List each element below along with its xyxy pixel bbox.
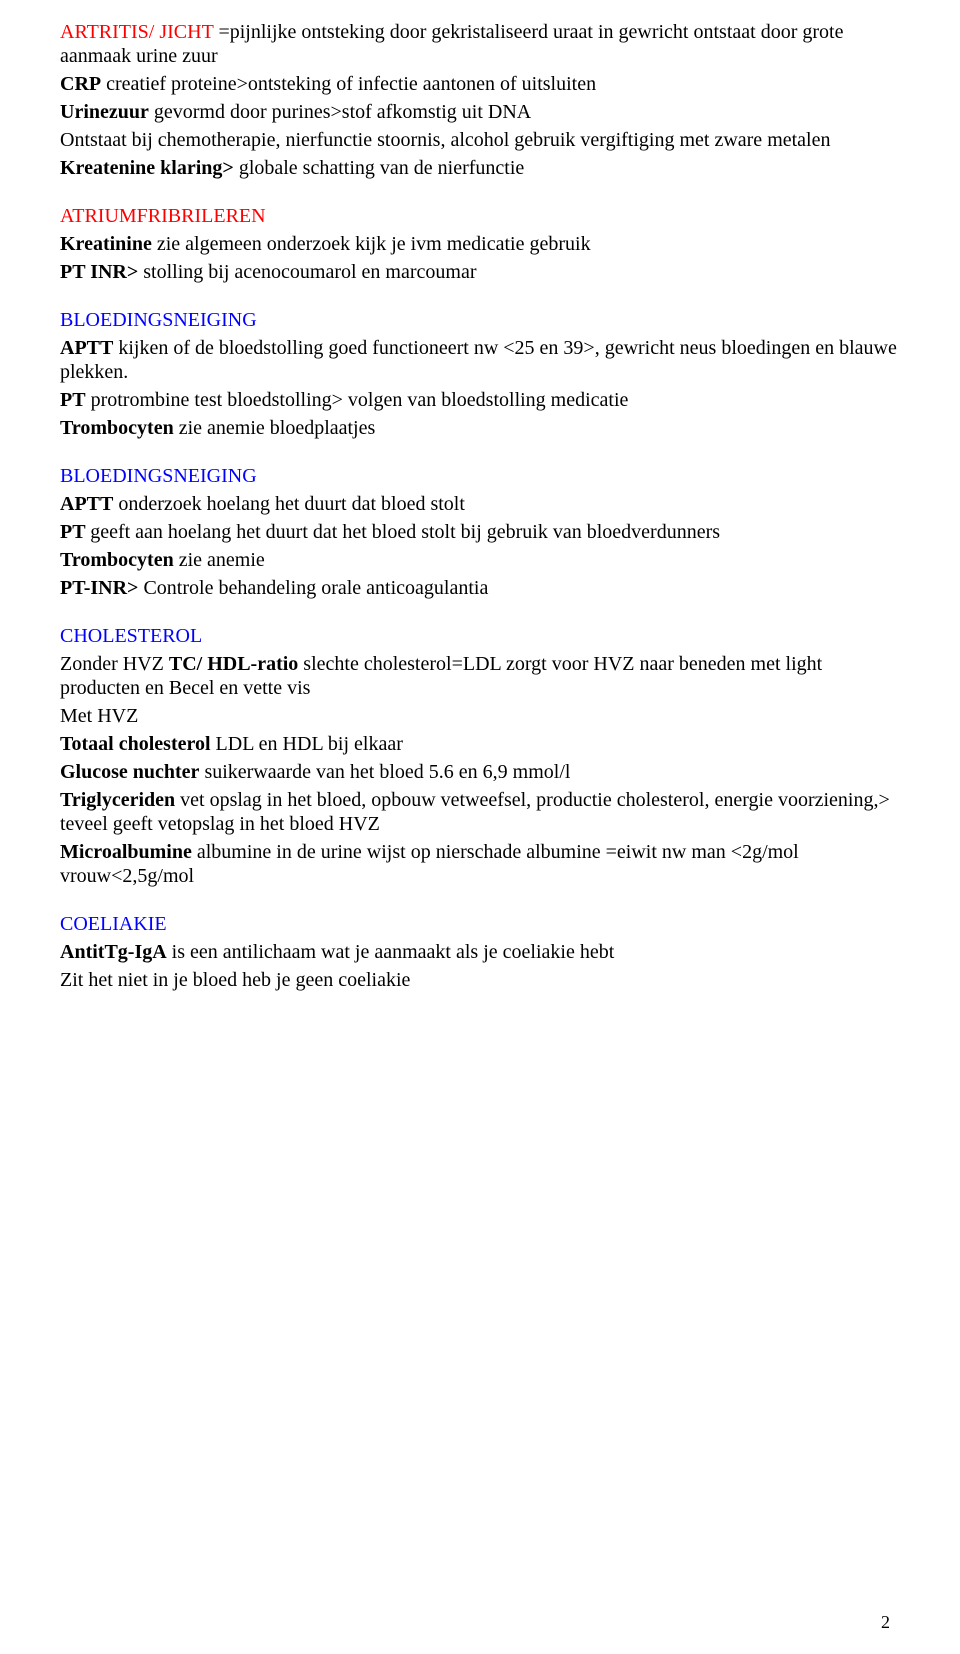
paragraph: PT INR> stolling bij acenocoumarol en ma… bbox=[60, 260, 900, 284]
paragraph: BLOEDINGSNEIGING bbox=[60, 308, 900, 332]
text-span: creatief proteine>ontsteking of infectie… bbox=[101, 73, 596, 95]
section-heading: ARTRITIS/ JICHT bbox=[60, 21, 213, 43]
text-span: kijken of de bloedstolling goed function… bbox=[60, 337, 897, 383]
text-span: Microalbumine bbox=[60, 841, 192, 863]
text-span: vet opslag in het bloed, opbouw vetweefs… bbox=[60, 789, 890, 835]
section-heading: BLOEDINGSNEIGING bbox=[60, 465, 257, 487]
text-span: Zit het niet in je bloed heb je geen coe… bbox=[60, 969, 410, 991]
text-span: onderzoek hoelang het duurt dat bloed st… bbox=[113, 493, 465, 515]
text-span: TC/ HDL-ratio bbox=[169, 653, 298, 675]
paragraph: PT protrombine test bloedstolling> volge… bbox=[60, 388, 900, 412]
paragraph: PT-INR> Controle behandeling orale antic… bbox=[60, 576, 900, 600]
paragraph: ARTRITIS/ JICHT =pijnlijke ontsteking do… bbox=[60, 20, 900, 68]
paragraph: Urinezuur gevormd door purines>stof afko… bbox=[60, 100, 900, 124]
paragraph: Totaal cholesterol LDL en HDL bij elkaar bbox=[60, 732, 900, 756]
text-span: CRP bbox=[60, 73, 101, 95]
text-span: PT bbox=[60, 521, 90, 543]
section: CHOLESTEROL Zonder HVZ TC/ HDL-ratio slec… bbox=[60, 624, 900, 888]
section: COELIAKIE AntitTg-IgA is een antilichaam … bbox=[60, 912, 900, 992]
text-span: Kreatenine klaring> bbox=[60, 157, 234, 179]
section-heading: COELIAKIE bbox=[60, 913, 167, 935]
paragraph: Met HVZ bbox=[60, 704, 900, 728]
text-span: gevormd door purines>stof afkomstig uit … bbox=[149, 101, 531, 123]
paragraph: Zonder HVZ TC/ HDL-ratio slechte cholest… bbox=[60, 652, 900, 700]
paragraph: Triglyceriden vet opslag in het bloed, o… bbox=[60, 788, 900, 836]
text-span: Ontstaat bij chemotherapie, nierfunctie … bbox=[60, 129, 831, 151]
text-span: Trombocyten bbox=[60, 417, 174, 439]
paragraph: Trombocyten zie anemie bloedplaatjes bbox=[60, 416, 900, 440]
paragraph: COELIAKIE bbox=[60, 912, 900, 936]
text-span: Totaal cholesterol bbox=[60, 733, 211, 755]
text-span: Kreatinine bbox=[60, 233, 152, 255]
paragraph: CRP creatief proteine>ontsteking of infe… bbox=[60, 72, 900, 96]
section: ARTRITIS/ JICHT =pijnlijke ontsteking do… bbox=[60, 20, 900, 180]
paragraph: Zit het niet in je bloed heb je geen coe… bbox=[60, 968, 900, 992]
text-span: APTT bbox=[60, 493, 113, 515]
paragraph: Microalbumine albumine in de urine wijst… bbox=[60, 840, 900, 888]
text-span: PT INR> bbox=[60, 261, 138, 283]
paragraph: Trombocyten zie anemie bbox=[60, 548, 900, 572]
section-heading: CHOLESTEROL bbox=[60, 625, 202, 647]
text-span: stolling bij acenocoumarol en marcoumar bbox=[138, 261, 476, 283]
text-span: Trombocyten bbox=[60, 549, 174, 571]
paragraph: BLOEDINGSNEIGING bbox=[60, 464, 900, 488]
paragraph: Glucose nuchter suikerwaarde van het blo… bbox=[60, 760, 900, 784]
text-span: LDL en HDL bij elkaar bbox=[211, 733, 403, 755]
section-heading: BLOEDINGSNEIGING bbox=[60, 309, 257, 331]
paragraph: Kreatenine klaring> globale schatting va… bbox=[60, 156, 900, 180]
text-span: Zonder HVZ bbox=[60, 653, 169, 675]
section: BLOEDINGSNEIGING APTT onderzoek hoelang h… bbox=[60, 464, 900, 600]
text-span: protrombine test bloedstolling> volgen v… bbox=[86, 389, 629, 411]
page-number: 2 bbox=[881, 1612, 890, 1634]
text-span: PT bbox=[60, 389, 86, 411]
paragraph: APTT onderzoek hoelang het duurt dat blo… bbox=[60, 492, 900, 516]
paragraph: Kreatinine zie algemeen onderzoek kijk j… bbox=[60, 232, 900, 256]
text-span: Met HVZ bbox=[60, 705, 138, 727]
paragraph: PT geeft aan hoelang het duurt dat het b… bbox=[60, 520, 900, 544]
text-span: AntitTg-IgA bbox=[60, 941, 167, 963]
text-span: suikerwaarde van het bloed 5.6 en 6,9 mm… bbox=[199, 761, 570, 783]
text-span: zie anemie bbox=[174, 549, 265, 571]
text-span: is een antilichaam wat je aanmaakt als j… bbox=[167, 941, 615, 963]
text-span: APTT bbox=[60, 337, 113, 359]
paragraph: Ontstaat bij chemotherapie, nierfunctie … bbox=[60, 128, 900, 152]
text-span: Urinezuur bbox=[60, 101, 149, 123]
text-span: PT-INR> bbox=[60, 577, 138, 599]
text-span: Triglyceriden bbox=[60, 789, 175, 811]
text-span: zie algemeen onderzoek kijk je ivm medic… bbox=[152, 233, 591, 255]
paragraph: ATRIUMFRIBRILEREN bbox=[60, 204, 900, 228]
text-span: Controle behandeling orale anticoagulant… bbox=[138, 577, 488, 599]
document-body: ARTRITIS/ JICHT =pijnlijke ontsteking do… bbox=[60, 20, 900, 992]
section: ATRIUMFRIBRILEREN Kreatinine zie algemeen… bbox=[60, 204, 900, 284]
document-page: ARTRITIS/ JICHT =pijnlijke ontsteking do… bbox=[0, 0, 960, 1654]
paragraph: AntitTg-IgA is een antilichaam wat je aa… bbox=[60, 940, 900, 964]
section: BLOEDINGSNEIGING APTT kijken of de bloeds… bbox=[60, 308, 900, 440]
text-span: geeft aan hoelang het duurt dat het bloe… bbox=[90, 521, 720, 543]
paragraph: CHOLESTEROL bbox=[60, 624, 900, 648]
paragraph: APTT kijken of de bloedstolling goed fun… bbox=[60, 336, 900, 384]
section-heading: ATRIUMFRIBRILEREN bbox=[60, 205, 266, 227]
text-span: zie anemie bloedplaatjes bbox=[174, 417, 376, 439]
text-span: globale schatting van de nierfunctie bbox=[234, 157, 524, 179]
text-span: Glucose nuchter bbox=[60, 761, 199, 783]
